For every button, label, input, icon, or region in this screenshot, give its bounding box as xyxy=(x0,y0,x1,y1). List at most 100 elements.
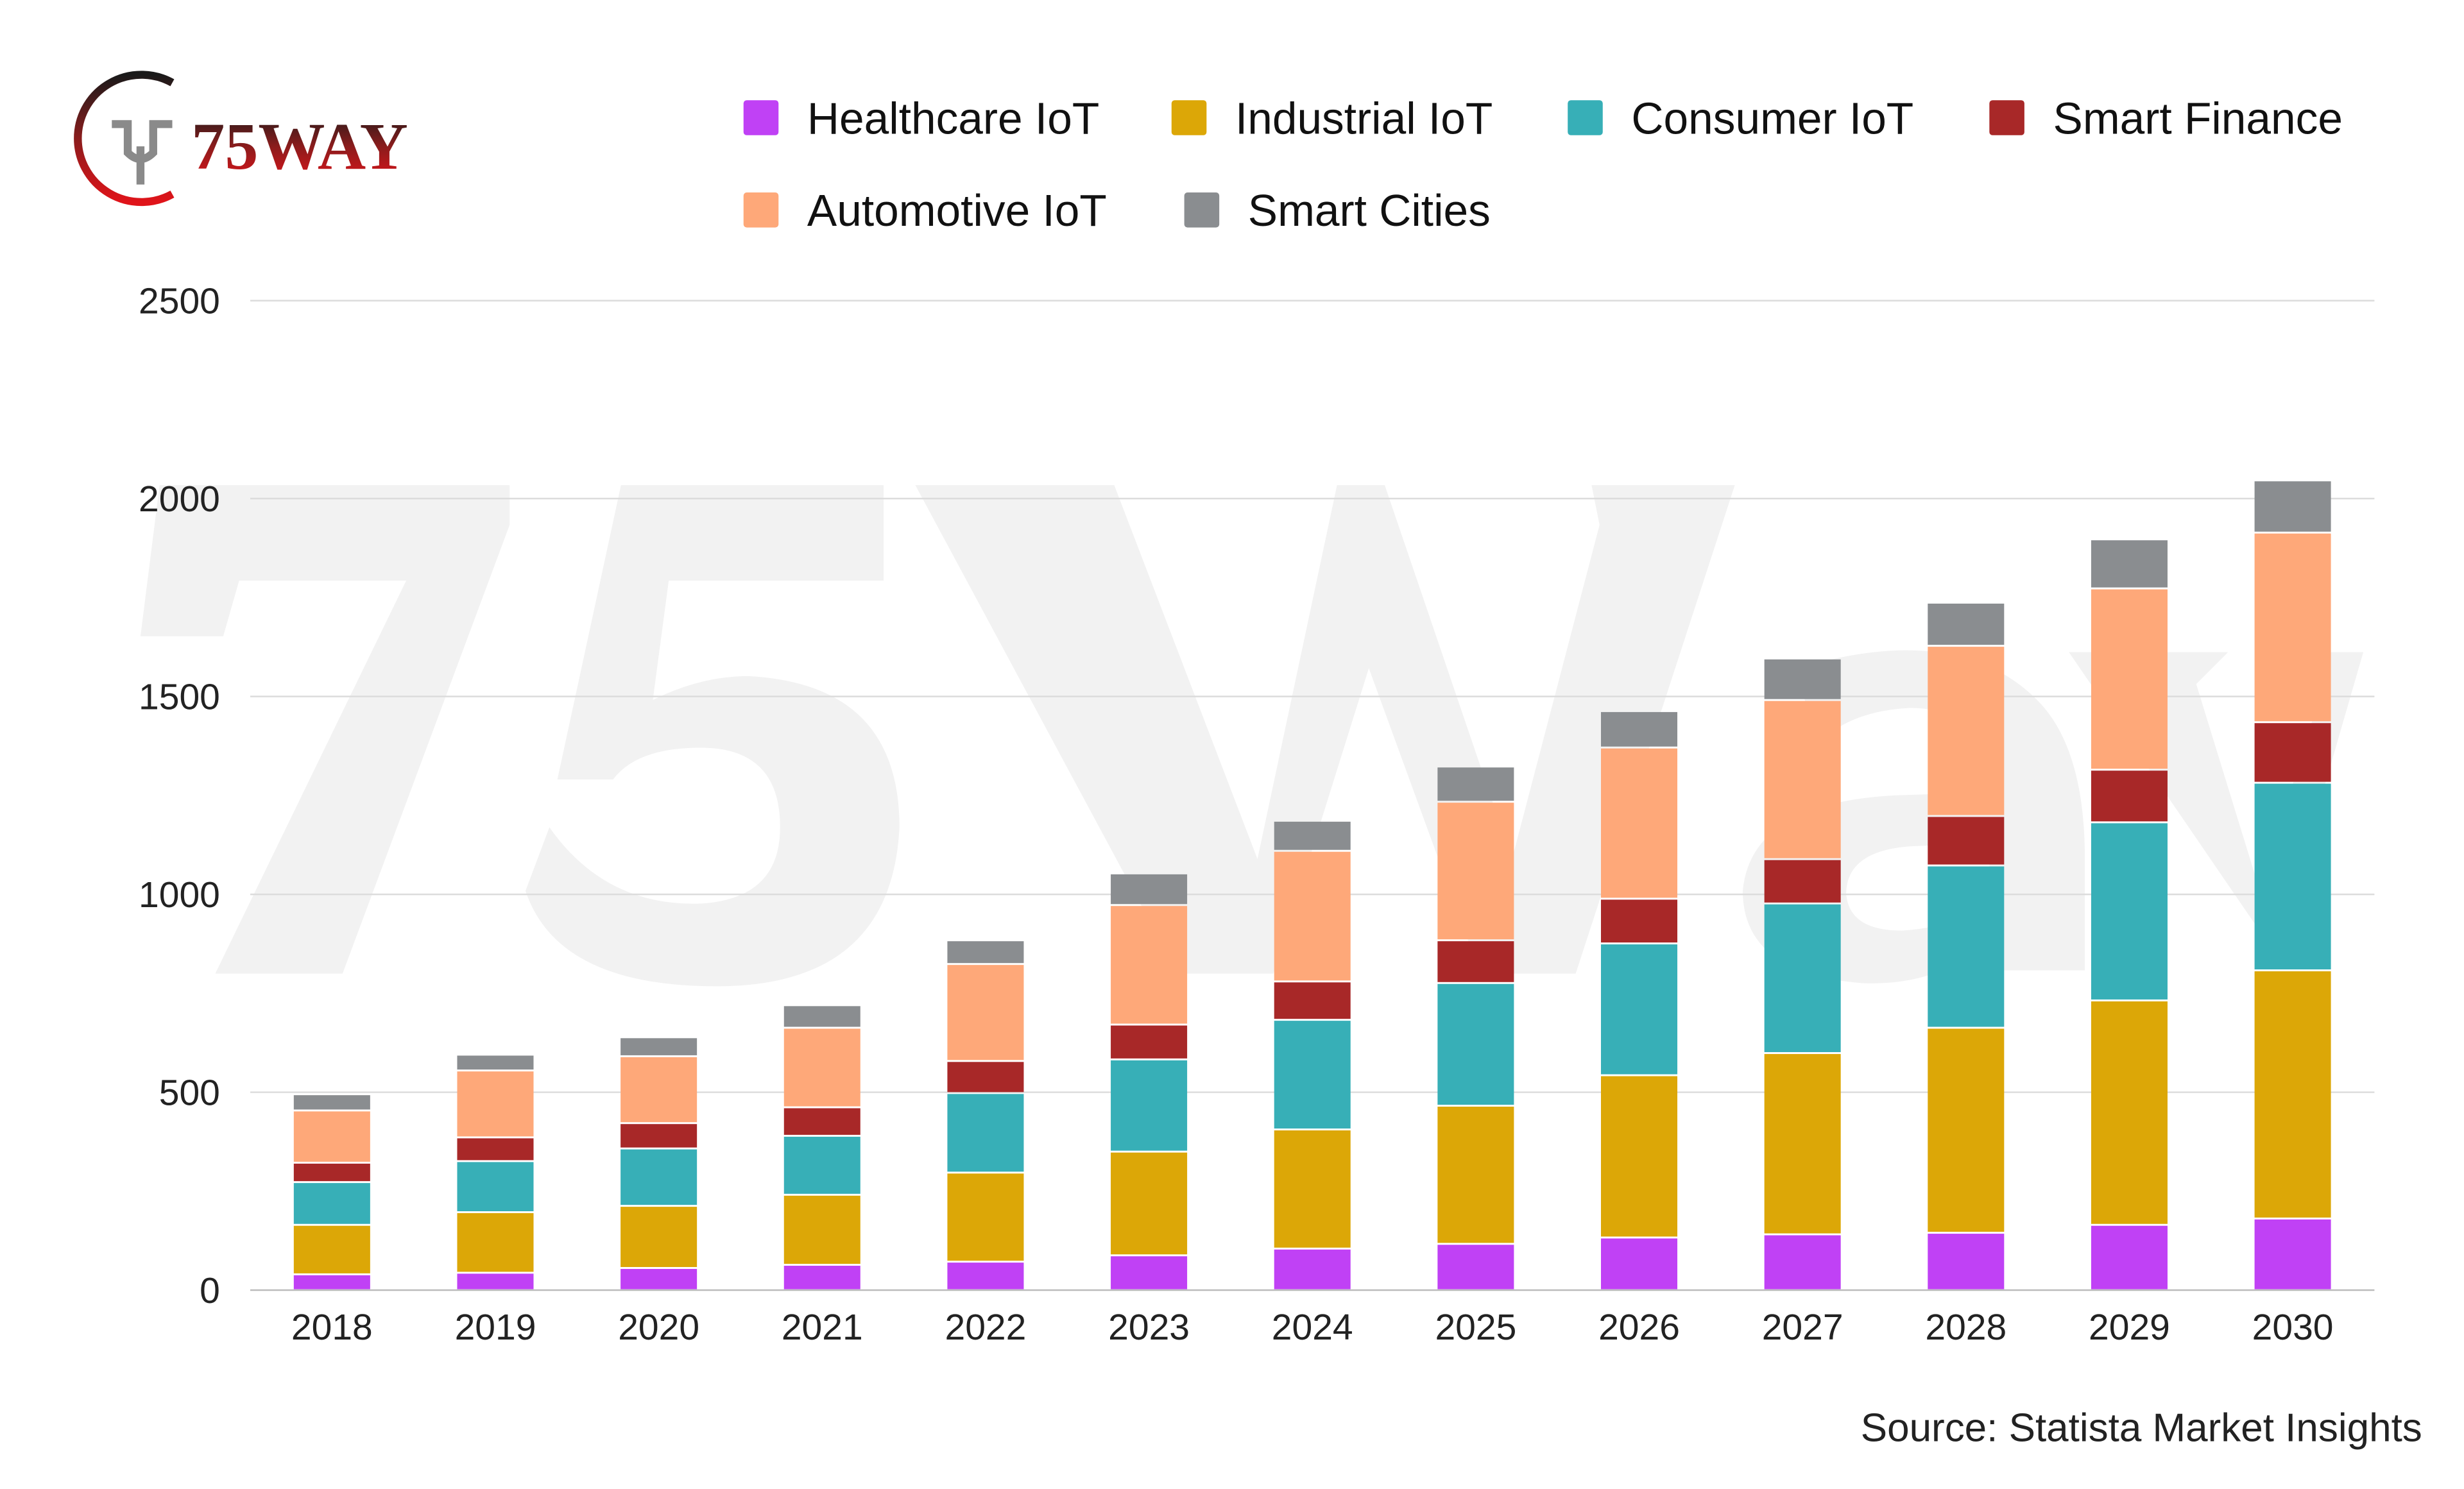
bar-industrial-iot-2018 xyxy=(293,1225,370,1273)
bar-automotive-iot-2029 xyxy=(2091,589,2168,769)
legend-swatch xyxy=(1171,100,1207,135)
x-tick-label: 2030 xyxy=(2252,1307,2334,1348)
bar-smart-finance-2018 xyxy=(293,1163,370,1182)
bar-smart-cities-2024 xyxy=(1274,821,1351,850)
bar-consumer-iot-2026 xyxy=(1601,944,1678,1075)
legend-swatch xyxy=(1989,100,2024,135)
bar-healthcare-iot-2029 xyxy=(2091,1225,2168,1289)
bar-smart-cities-2027 xyxy=(1764,659,1841,699)
trident-icon xyxy=(112,120,173,185)
bar-consumer-iot-2029 xyxy=(2091,823,2168,1000)
bar-healthcare-iot-2023 xyxy=(1111,1256,1188,1289)
logo-text: 75WAY xyxy=(191,109,408,183)
bar-smart-finance-2029 xyxy=(2091,770,2168,822)
bar-industrial-iot-2025 xyxy=(1437,1107,1514,1243)
legend-label: Consumer IoT xyxy=(1631,93,1913,143)
bar-industrial-iot-2028 xyxy=(1928,1028,2005,1232)
bar-industrial-iot-2024 xyxy=(1274,1130,1351,1248)
bar-automotive-iot-2026 xyxy=(1601,748,1678,898)
bar-industrial-iot-2022 xyxy=(947,1173,1024,1261)
bar-industrial-iot-2030 xyxy=(2254,971,2331,1218)
y-axis: 0 500 1000 1500 2000 2500 xyxy=(139,281,220,1311)
bar-healthcare-iot-2021 xyxy=(783,1266,860,1289)
bar-healthcare-iot-2024 xyxy=(1274,1249,1351,1289)
x-tick-label: 2029 xyxy=(2089,1307,2170,1348)
bar-smart-cities-2021 xyxy=(783,1006,860,1027)
bar-healthcare-iot-2028 xyxy=(1928,1234,2005,1289)
x-tick-label: 2024 xyxy=(1272,1307,1353,1348)
bar-smart-cities-2022 xyxy=(947,941,1024,964)
x-tick-label: 2021 xyxy=(782,1307,863,1348)
bar-automotive-iot-2025 xyxy=(1437,803,1514,940)
bar-industrial-iot-2019 xyxy=(457,1212,534,1272)
bar-smart-finance-2028 xyxy=(1928,817,2005,865)
x-tick-label: 2019 xyxy=(455,1307,536,1348)
bar-automotive-iot-2024 xyxy=(1274,851,1351,981)
x-tick-label: 2020 xyxy=(618,1307,699,1348)
bar-industrial-iot-2027 xyxy=(1764,1053,1841,1234)
y-tick-label: 1000 xyxy=(139,874,220,915)
y-tick-label: 2500 xyxy=(139,281,220,322)
bar-automotive-iot-2020 xyxy=(620,1057,697,1123)
x-tick-label: 2022 xyxy=(945,1307,1027,1348)
y-tick-label: 2000 xyxy=(139,479,220,520)
legend-label: Smart Finance xyxy=(2053,93,2343,143)
x-tick-label: 2026 xyxy=(1598,1307,1680,1348)
bars xyxy=(293,481,2331,1289)
bar-smart-finance-2026 xyxy=(1601,899,1678,943)
bar-smart-finance-2027 xyxy=(1764,860,1841,903)
bar-healthcare-iot-2030 xyxy=(2254,1219,2331,1289)
bar-smart-cities-2018 xyxy=(293,1095,370,1110)
legend-label: Automotive IoT xyxy=(807,185,1107,235)
bar-smart-cities-2029 xyxy=(2091,540,2168,588)
y-tick-label: 500 xyxy=(159,1072,220,1113)
bar-healthcare-iot-2026 xyxy=(1601,1238,1678,1289)
bar-automotive-iot-2030 xyxy=(2254,533,2331,722)
bar-smart-cities-2025 xyxy=(1437,767,1514,801)
bar-automotive-iot-2023 xyxy=(1111,906,1188,1024)
bar-industrial-iot-2020 xyxy=(620,1207,697,1268)
x-tick-label: 2027 xyxy=(1762,1307,1844,1348)
bar-smart-finance-2022 xyxy=(947,1062,1024,1093)
legend-label: Industrial IoT xyxy=(1235,93,1493,143)
source-note: Source: Statista Market Insights xyxy=(1861,1406,2422,1451)
x-tick-label: 2025 xyxy=(1435,1307,1516,1348)
bar-smart-cities-2030 xyxy=(2254,481,2331,532)
bar-consumer-iot-2025 xyxy=(1437,983,1514,1105)
bar-smart-cities-2023 xyxy=(1111,874,1188,905)
x-tick-label: 2028 xyxy=(1925,1307,2006,1348)
bar-automotive-iot-2028 xyxy=(1928,647,2005,815)
bar-healthcare-iot-2025 xyxy=(1437,1245,1514,1289)
bar-smart-cities-2028 xyxy=(1928,603,2005,645)
legend-swatch xyxy=(1184,192,1220,228)
bar-consumer-iot-2024 xyxy=(1274,1021,1351,1129)
bar-smart-cities-2020 xyxy=(620,1038,697,1055)
watermark-graphic xyxy=(140,485,2364,987)
bar-consumer-iot-2027 xyxy=(1764,904,1841,1052)
bar-consumer-iot-2019 xyxy=(457,1162,534,1212)
bar-healthcare-iot-2019 xyxy=(457,1273,534,1289)
bar-healthcare-iot-2020 xyxy=(620,1268,697,1289)
bar-consumer-iot-2021 xyxy=(783,1136,860,1194)
bar-healthcare-iot-2022 xyxy=(947,1263,1024,1289)
bar-consumer-iot-2028 xyxy=(1928,866,2005,1027)
bar-industrial-iot-2021 xyxy=(783,1195,860,1264)
legend-label: Smart Cities xyxy=(1248,185,1491,235)
bar-smart-cities-2026 xyxy=(1601,711,1678,747)
bar-consumer-iot-2022 xyxy=(947,1094,1024,1172)
bar-smart-cities-2019 xyxy=(457,1055,534,1070)
bar-smart-finance-2021 xyxy=(783,1108,860,1135)
bar-smart-finance-2023 xyxy=(1111,1025,1188,1059)
bar-smart-finance-2030 xyxy=(2254,723,2331,782)
x-tick-label: 2018 xyxy=(291,1307,373,1348)
legend-swatch xyxy=(743,192,779,228)
legend-label: Healthcare IoT xyxy=(807,93,1099,143)
bar-consumer-iot-2023 xyxy=(1111,1060,1188,1151)
legend: Healthcare IoT Industrial IoT Consumer IoT… xyxy=(743,93,2343,235)
bar-smart-finance-2025 xyxy=(1437,941,1514,982)
x-tick-label: 2023 xyxy=(1108,1307,1190,1348)
logo: 75WAY xyxy=(74,71,408,207)
bar-automotive-iot-2019 xyxy=(457,1071,534,1137)
bar-smart-finance-2024 xyxy=(1274,982,1351,1019)
bar-automotive-iot-2021 xyxy=(783,1028,860,1107)
